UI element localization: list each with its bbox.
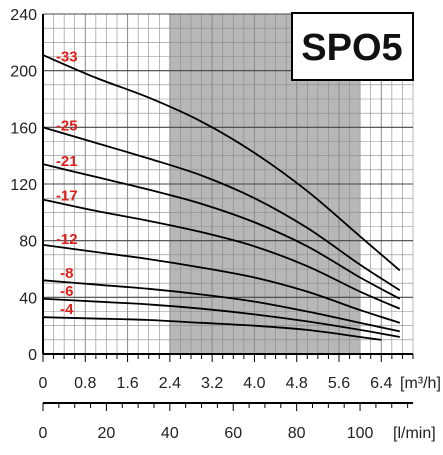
curve-label-minus-12: -12 bbox=[56, 231, 78, 248]
curve-label-minus-4: -4 bbox=[60, 301, 74, 318]
y-tick-label: 240 bbox=[10, 7, 37, 24]
x-tick-label-m3h: 4.0 bbox=[243, 375, 265, 392]
x-unit-label-m3h: [m³/h] bbox=[400, 375, 441, 392]
y-tick-label: 200 bbox=[10, 64, 37, 81]
curve-label-minus-25: -25 bbox=[56, 117, 78, 134]
curve-minus-12 bbox=[42, 244, 401, 324]
x-tick-label-lmin: 20 bbox=[98, 425, 116, 442]
x-tick-label-lmin: 80 bbox=[288, 425, 306, 442]
x-tick-label-m3h: 6.4 bbox=[370, 375, 392, 392]
curve-label-minus-6: -6 bbox=[60, 283, 73, 300]
x-tick-label-m3h: 0.8 bbox=[74, 375, 96, 392]
x-tick-label-m3h: 4.8 bbox=[286, 375, 308, 392]
x-tick-label-lmin: 0 bbox=[39, 425, 48, 442]
x-tick-label-m3h: 3.2 bbox=[201, 375, 223, 392]
x-tick-label-lmin: 100 bbox=[347, 425, 374, 442]
curve-labels-layer: -33 -25 -21 -17 -12 -8-6-4 bbox=[56, 48, 78, 318]
y-tick-label: 80 bbox=[19, 234, 37, 251]
curve-minus-4 bbox=[42, 316, 382, 341]
y-tick-label: 0 bbox=[28, 347, 37, 364]
curve-minus-21 bbox=[42, 163, 401, 300]
chart-title: SPO5 bbox=[301, 27, 402, 69]
curve-minus-8 bbox=[42, 279, 400, 333]
curve-label-minus-8: -8 bbox=[60, 265, 73, 282]
y-tick-label: 160 bbox=[10, 120, 37, 137]
y-tick-label: 120 bbox=[10, 177, 37, 194]
curve-minus-17 bbox=[42, 198, 401, 310]
y-tick-label: 40 bbox=[19, 290, 37, 307]
curves-layer bbox=[42, 54, 401, 341]
curve-label-minus-17: -17 bbox=[56, 188, 78, 205]
curve-minus-33 bbox=[42, 54, 401, 272]
curve-minus-6 bbox=[42, 297, 400, 338]
curve-label-minus-33: -33 bbox=[56, 48, 78, 65]
curve-label-minus-21: -21 bbox=[56, 153, 78, 170]
title-box: SPO5 bbox=[291, 12, 414, 81]
x-tick-label-m3h: 5.6 bbox=[328, 375, 350, 392]
curve-minus-25 bbox=[42, 126, 401, 292]
x-tick-label-m3h: 0 bbox=[39, 375, 48, 392]
x-tick-label-lmin: 40 bbox=[161, 425, 179, 442]
x-tick-label-m3h: 1.6 bbox=[116, 375, 138, 392]
x-unit-label-lmin: [l/min] bbox=[393, 425, 436, 442]
grid-layer bbox=[42, 13, 414, 355]
x-tick-label-m3h: 2.4 bbox=[159, 375, 181, 392]
x-tick-label-lmin: 60 bbox=[224, 425, 242, 442]
